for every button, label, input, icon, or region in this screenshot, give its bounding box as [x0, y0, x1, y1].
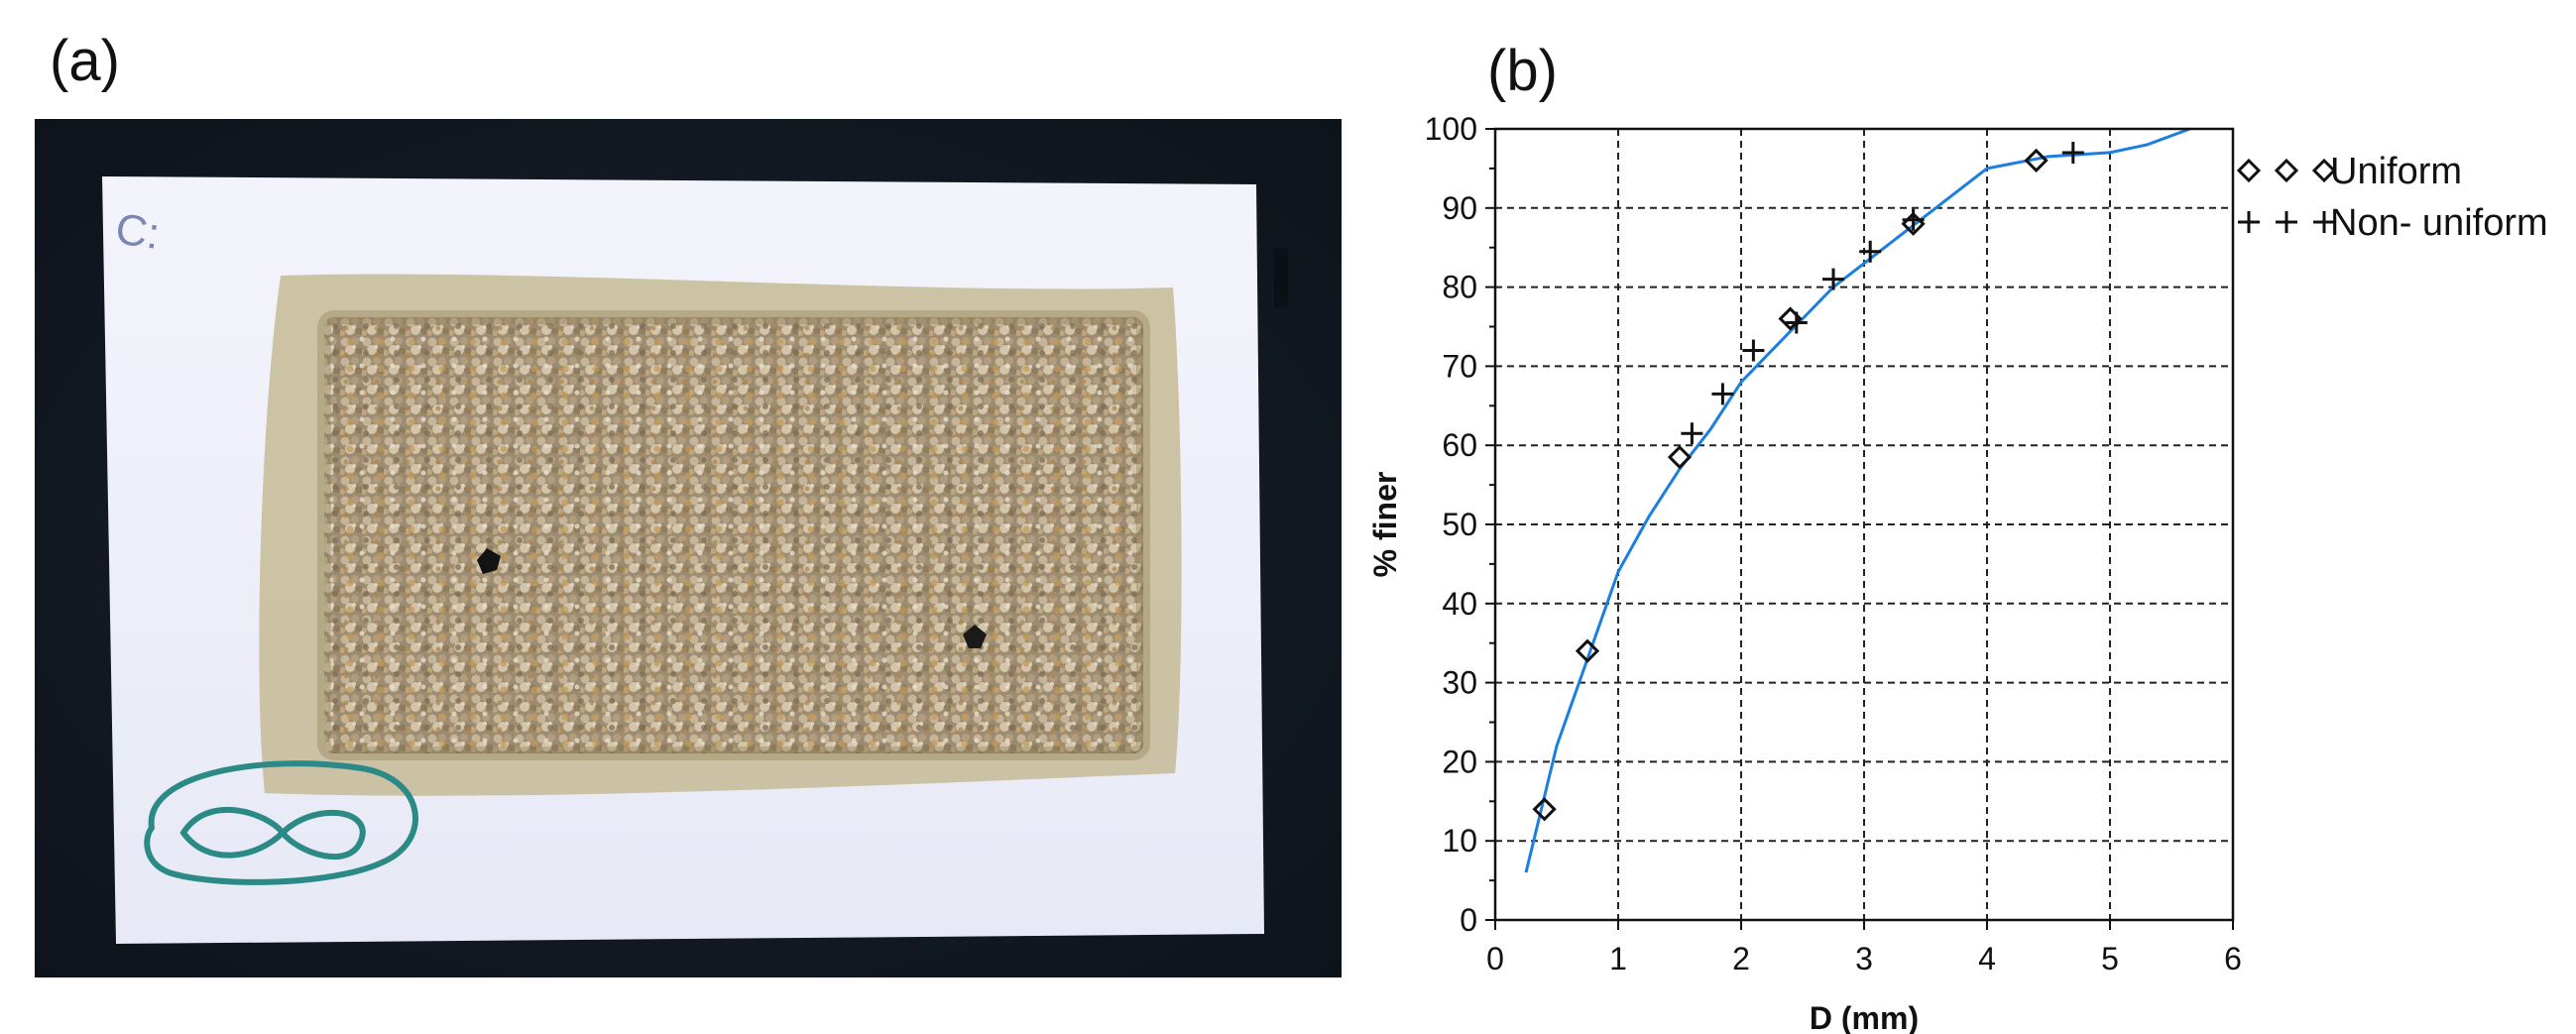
legend-diamond-marker — [2236, 158, 2262, 183]
y-tick-label: 0 — [1460, 902, 1477, 938]
legend-diamond-marker — [2311, 158, 2337, 183]
uniform-point — [1575, 638, 1600, 663]
panel-label-a: (a) — [50, 29, 120, 93]
data-markers — [1532, 141, 2084, 822]
plot-frame — [1493, 127, 2235, 922]
legend: Uniform Non- uniform — [2236, 151, 2548, 244]
legend-plus-marker — [2238, 211, 2260, 233]
x-tick-label: 3 — [1855, 941, 1873, 977]
y-tick-label: 10 — [1442, 823, 1477, 859]
x-tick-label: 6 — [2224, 941, 2242, 977]
legend-label: Uniform — [2330, 151, 2462, 192]
y-tick-label: 40 — [1442, 586, 1477, 622]
infinity-mark — [144, 760, 418, 885]
sample-mark: C: — [113, 204, 163, 259]
y-tick-label: 90 — [1442, 190, 1477, 226]
x-tick-label: 0 — [1486, 941, 1504, 977]
x-axis-label: D (mm) — [1810, 1000, 1919, 1034]
y-axis-label: % finer — [1367, 472, 1403, 578]
legend-plus-marker — [2313, 211, 2335, 233]
legend-plus-marker — [2276, 211, 2297, 233]
y-tick-label: 80 — [1442, 270, 1477, 305]
y-tick-label: 30 — [1442, 665, 1477, 701]
fitted-curve — [1524, 127, 2191, 873]
x-tick-label: 1 — [1609, 941, 1627, 977]
uniform-point — [1532, 797, 1557, 822]
panel-label-b: (b) — [1487, 39, 1558, 103]
legend-diamond-marker — [2274, 158, 2299, 183]
grid-lines — [1495, 129, 2233, 920]
nonuniform-point — [1822, 268, 1844, 290]
nonuniform-point — [1742, 339, 1765, 362]
sand-specimen-photo: C: — [35, 119, 1342, 977]
nonuniform-point — [1711, 383, 1734, 405]
nonuniform-point — [1785, 311, 1808, 334]
axes — [1485, 127, 2235, 930]
y-tick-label: 100 — [1425, 111, 1477, 147]
fitted-curve-line — [1524, 127, 2191, 873]
y-tick-label: 70 — [1442, 348, 1477, 384]
y-tick-label: 60 — [1442, 427, 1477, 463]
nonuniform-point — [2061, 141, 2084, 164]
nonuniform-point — [1681, 422, 1703, 445]
y-tick-label: 20 — [1442, 744, 1477, 779]
y-tick-label: 50 — [1442, 507, 1477, 542]
uniform-point — [2024, 148, 2049, 173]
x-tick-label: 4 — [1978, 941, 1996, 977]
x-tick-label: 5 — [2101, 941, 2119, 977]
uniform-point — [1667, 445, 1693, 470]
nonuniform-point — [1859, 240, 1882, 263]
legend-label: Non- uniform — [2330, 202, 2548, 244]
x-tick-label: 2 — [1732, 941, 1750, 977]
nonuniform-point — [1902, 208, 1925, 231]
